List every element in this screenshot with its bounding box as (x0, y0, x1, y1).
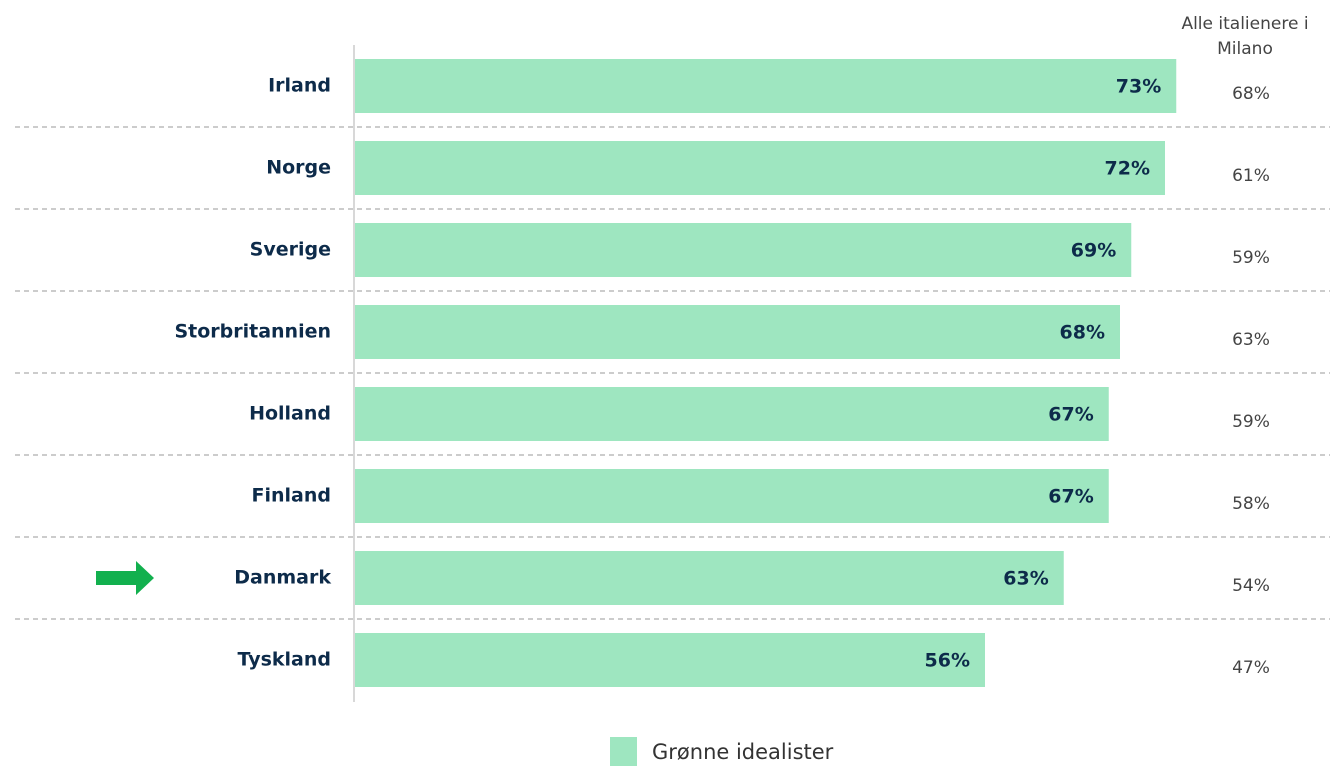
category-label: Sverige (250, 239, 331, 261)
category-label: Irland (268, 75, 331, 97)
category-label: Tyskland (238, 649, 332, 671)
comparison-value: 68% (1232, 84, 1270, 104)
value-label: 68% (1060, 322, 1105, 344)
value-label: 56% (925, 650, 970, 672)
value-label: 67% (1048, 404, 1093, 426)
bar (355, 633, 985, 687)
comparison-value: 47% (1232, 658, 1270, 678)
bar (355, 305, 1120, 359)
comparison-value: 59% (1232, 248, 1270, 268)
comparison-value: 61% (1232, 166, 1270, 186)
category-label: Norge (266, 157, 331, 179)
bar (355, 223, 1132, 277)
comparison-value: 59% (1232, 412, 1270, 432)
legend-swatch (610, 737, 637, 766)
highlight-arrow (96, 561, 154, 595)
value-label: 69% (1071, 240, 1116, 262)
value-label: 63% (1003, 568, 1048, 590)
bar (355, 387, 1109, 441)
bar (355, 469, 1109, 523)
bar (355, 141, 1165, 195)
category-label: Holland (249, 403, 331, 425)
category-label: Finland (252, 485, 331, 507)
comparison-value: 54% (1232, 576, 1270, 596)
bar (355, 551, 1064, 605)
comparison-value: 63% (1232, 330, 1270, 350)
value-label: 73% (1116, 76, 1161, 98)
value-label: 72% (1105, 158, 1150, 180)
category-label: Storbritannien (174, 321, 331, 343)
value-label: 67% (1048, 486, 1093, 508)
column-header: Alle italienere i Milano (1181, 14, 1309, 59)
legend-label: Grønne idealister (652, 740, 834, 764)
bar (355, 59, 1177, 113)
comparison-value: 58% (1232, 494, 1270, 514)
category-label: Danmark (234, 567, 331, 589)
